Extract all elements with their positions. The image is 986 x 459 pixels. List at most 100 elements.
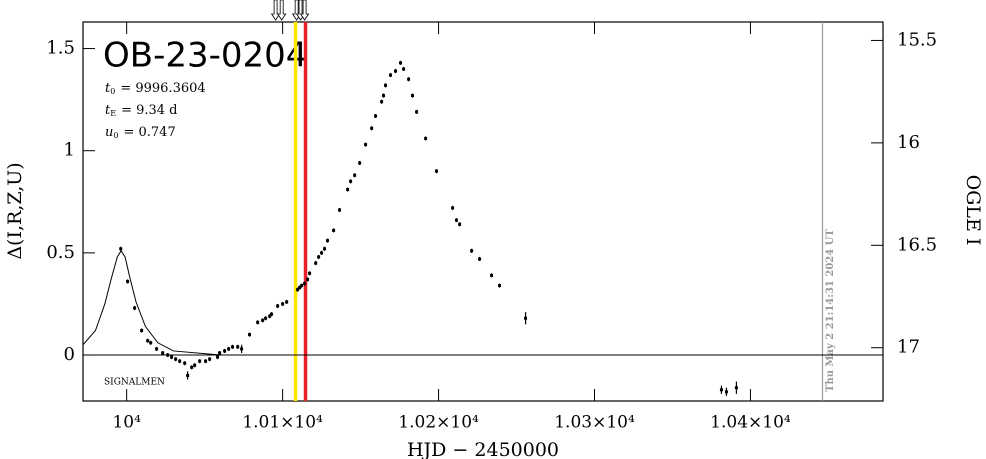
data-point (326, 239, 330, 243)
data-point (296, 288, 300, 292)
param-value: = 9996.3604 (120, 81, 205, 96)
data-point (276, 304, 280, 308)
annotation: SIGNALMEN (104, 378, 165, 388)
data-point (140, 329, 144, 333)
data-point (353, 173, 357, 177)
y2-tick-label: 17 (897, 337, 920, 358)
y2-tick-label: 16 (897, 132, 920, 153)
param-symbol: t (105, 103, 111, 118)
data-point (364, 143, 368, 147)
data-point (382, 94, 386, 98)
data-point (261, 318, 265, 322)
x-tick-label: 1.02×10⁴ (398, 413, 479, 433)
data-point (161, 351, 165, 355)
data-point (248, 333, 252, 337)
param-symbol: t (105, 81, 111, 96)
param: t0 = 9996.3604 (105, 81, 206, 97)
data-point (370, 126, 374, 130)
data-point (380, 100, 384, 104)
y-axis-label: Δ(I,R,Z,U) (4, 162, 26, 259)
param-value: = 9.34 d (121, 103, 177, 118)
data-point (119, 247, 123, 251)
data-point (270, 312, 274, 316)
data-point (216, 355, 220, 359)
x-axis-label: HJD − 2450000 (407, 439, 559, 459)
y-tick-label: 0.5 (46, 242, 75, 263)
data-point (358, 161, 362, 165)
param: u0 = 0.747 (105, 125, 176, 141)
y2-tick-label: 15.5 (897, 29, 937, 50)
param-subscript: E (110, 109, 116, 118)
data-point (384, 83, 388, 87)
data-point (223, 349, 227, 353)
data-point (317, 255, 321, 259)
x-tick-label: 10⁴ (112, 413, 141, 433)
data-point (227, 347, 231, 351)
data-point (193, 363, 197, 367)
data-point (399, 61, 403, 65)
data-point (281, 302, 285, 306)
x-tick-label: 1.01×10⁴ (242, 413, 323, 433)
data-point (374, 114, 378, 118)
data-point (268, 314, 272, 318)
data-point (435, 169, 439, 173)
y2-axis-label: OGLE I (962, 175, 984, 246)
data-point (454, 218, 458, 222)
data-point (285, 300, 289, 304)
epoch-arrow (270, 0, 281, 21)
data-point (346, 188, 350, 192)
epoch-arrow (299, 0, 310, 21)
data-point (186, 373, 190, 377)
param-value: = 0.747 (123, 125, 175, 140)
data-point (256, 320, 260, 324)
data-point (332, 228, 336, 232)
data-point (183, 361, 187, 365)
data-point (198, 359, 202, 363)
data-point (338, 208, 342, 212)
data-point (303, 282, 307, 286)
data-point (170, 355, 174, 359)
data-point (308, 271, 312, 275)
y-tick-label: 1.5 (46, 38, 75, 59)
data-point (490, 273, 494, 277)
x-tick-label: 1.03×10⁴ (554, 413, 635, 433)
data-point (349, 179, 353, 183)
param-symbol: u (105, 125, 113, 140)
data-point (264, 316, 268, 320)
data-point (174, 357, 178, 361)
data-point (190, 365, 194, 369)
data-point (231, 345, 235, 349)
data-point (724, 390, 728, 394)
data-point (146, 339, 150, 343)
data-point (155, 347, 159, 351)
data-point (178, 359, 182, 363)
model-curve (82, 249, 883, 356)
data-point (300, 284, 304, 288)
data-point (204, 359, 208, 363)
chart-title: OB-23-0204 (103, 36, 307, 76)
data-point (166, 353, 170, 357)
param: tE = 9.34 d (105, 103, 178, 119)
data-point (734, 386, 738, 390)
y2-tick-label: 16.5 (897, 234, 937, 255)
data-point (236, 345, 240, 349)
data-point (320, 251, 324, 255)
data-point (394, 69, 398, 73)
data-point (458, 222, 462, 226)
data-point (719, 388, 723, 392)
data-point (415, 110, 419, 114)
data-point (424, 136, 428, 140)
data-point (126, 279, 130, 283)
data-point (149, 341, 153, 345)
data-point (314, 261, 318, 265)
data-point (133, 306, 137, 310)
data-point (323, 247, 327, 251)
y-tick-label: 1 (64, 140, 75, 161)
data-point (451, 206, 455, 210)
data-point (498, 284, 502, 288)
y-tick-label: 0 (64, 344, 75, 365)
epoch-arrow (276, 0, 287, 21)
param-subscript: 0 (113, 131, 118, 140)
data-point (218, 351, 222, 355)
